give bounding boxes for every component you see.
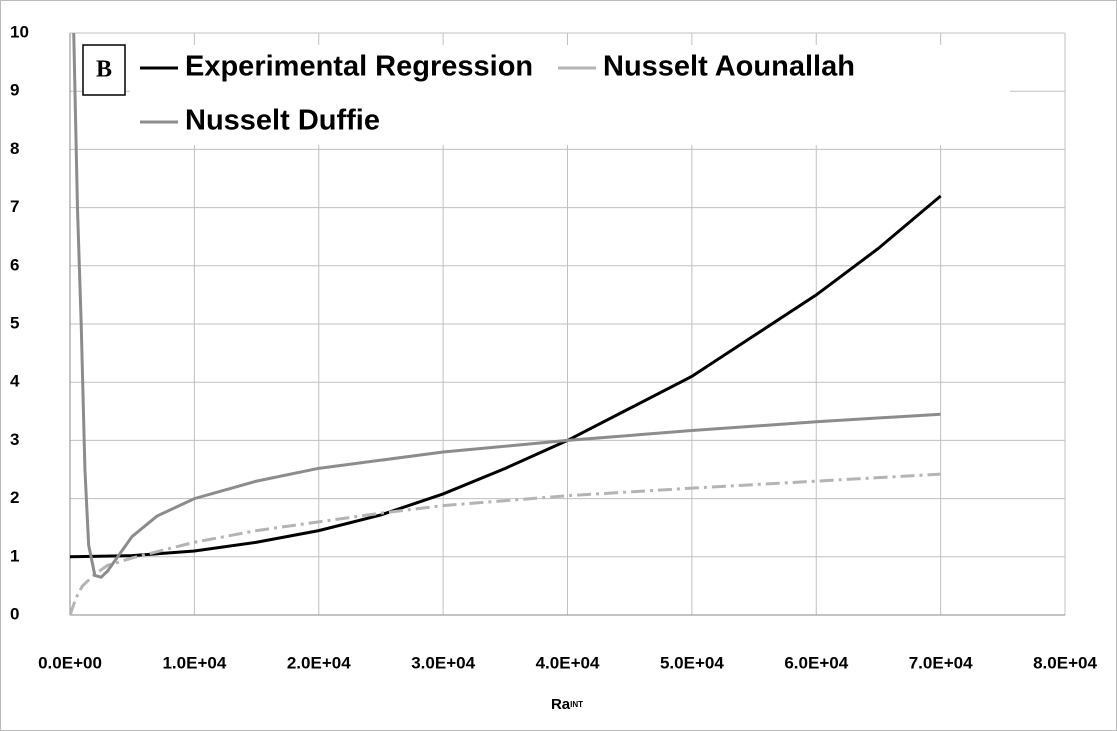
- y-tick-label: 3: [10, 430, 19, 449]
- legend: Experimental Regression Nusselt Aounallah…: [82, 44, 1010, 145]
- x-axis-label: RaINT: [551, 696, 583, 713]
- y-tick-label: 7: [10, 197, 19, 216]
- y-tick-label: 1: [10, 546, 19, 565]
- y-tick-label: 10: [10, 22, 29, 41]
- y-tick-label: 4: [10, 372, 20, 391]
- y-tick-label: 0: [10, 604, 19, 623]
- legend-label: Nusselt Aounallah: [603, 51, 855, 83]
- x-tick-label: 0.0E+00: [38, 653, 102, 672]
- x-tick-label: 3.0E+04: [411, 653, 475, 672]
- y-tick-label: 9: [10, 81, 19, 100]
- x-tick-label: 1.0E+04: [162, 653, 226, 672]
- x-tick-label: 2.0E+04: [287, 653, 351, 672]
- legend-label: Experimental Regression: [185, 51, 533, 83]
- series-line: [70, 472, 941, 615]
- x-tick-label: 7.0E+04: [909, 653, 973, 672]
- y-tick-label: 2: [10, 488, 19, 507]
- x-axis-label-sub: INT: [570, 700, 583, 709]
- x-tick-label: 6.0E+04: [784, 653, 848, 672]
- y-tick-label: 8: [10, 139, 19, 158]
- x-tick-label: 5.0E+04: [660, 653, 724, 672]
- y-tick-label: 5: [10, 313, 19, 332]
- lines: [70, 33, 942, 615]
- series-line: [72, 33, 941, 579]
- x-tick-label: 8.0E+04: [1033, 653, 1097, 672]
- x-axis-label-main: Ra: [551, 696, 571, 713]
- legend-label: Nusselt Duffie: [185, 105, 380, 137]
- panel-label-box: [82, 44, 126, 96]
- panel-label: B: [96, 57, 112, 83]
- x-tick-label: 4.0E+04: [536, 653, 600, 672]
- grid: 0 1 2 3 4 5 6 7 8 9 10 0.0E+00 1.0E+04 2.0E+04 3.0E+04…: [10, 22, 1097, 672]
- y-tick-label: 6: [10, 255, 19, 274]
- legend-background: [130, 45, 1010, 145]
- series-line: [70, 194, 942, 559]
